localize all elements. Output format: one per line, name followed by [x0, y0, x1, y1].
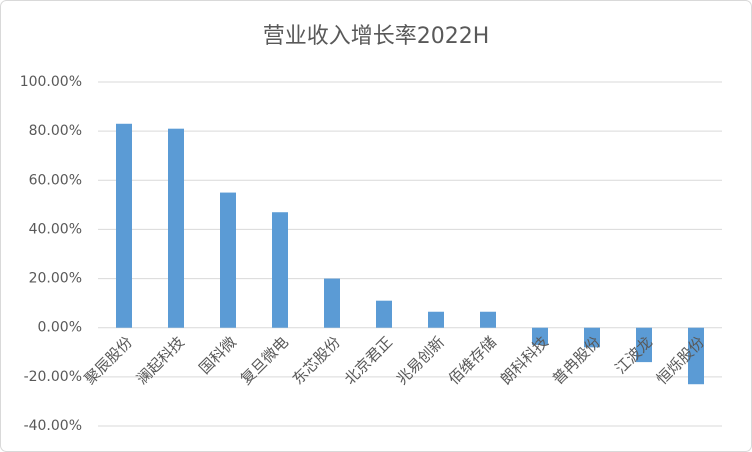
bar	[168, 128, 184, 328]
bar	[688, 327, 704, 385]
y-tick-label: 40.00%	[29, 221, 82, 237]
bar	[116, 123, 132, 328]
y-tick-label: 80.00%	[29, 123, 82, 139]
y-tick-label: -40.00%	[24, 418, 82, 434]
bar	[480, 311, 496, 328]
bar	[532, 327, 548, 345]
chart-title: 营业收入增长率2022H	[263, 24, 490, 49]
y-tick-label: -20.00%	[24, 369, 82, 385]
bar	[428, 311, 444, 328]
y-tick-label: 100.00%	[20, 74, 82, 90]
y-tick-label: 60.00%	[29, 172, 82, 188]
bar	[220, 192, 236, 328]
bar	[272, 212, 288, 328]
y-tick-label: 20.00%	[29, 271, 82, 287]
bar	[584, 327, 600, 348]
bar	[324, 278, 340, 328]
bar	[636, 327, 652, 363]
bar	[376, 300, 392, 328]
y-tick-label: 0.00%	[38, 320, 82, 336]
